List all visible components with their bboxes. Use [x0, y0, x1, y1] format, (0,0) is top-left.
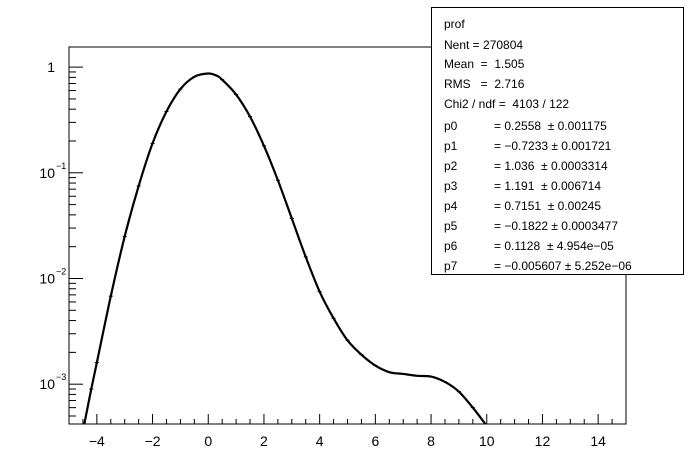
stats-title: prof — [444, 17, 465, 31]
param-value: = 0.2558 ± 0.001175 — [494, 119, 607, 133]
fit-curve — [83, 72, 487, 425]
x-tick-label: 4 — [316, 433, 324, 449]
stats-mean: Mean = 1.505 — [444, 57, 525, 71]
stats-rms: RMS = 2.716 — [444, 77, 525, 91]
y-tick-label: 10 — [39, 165, 55, 181]
x-axis: −4 −2 0 2 4 6 8 10 12 14 — [68, 414, 627, 449]
param-name: p6 — [444, 239, 458, 253]
x-tick-label: 2 — [260, 433, 268, 449]
stats-entries: Nent = 270804 — [444, 38, 524, 52]
y-tick-label: 10 — [39, 270, 55, 286]
param-value: = 0.7151 ± 0.00245 — [494, 199, 602, 213]
y-tick-exponent: −3 — [56, 372, 66, 382]
x-tick-label: 14 — [590, 433, 606, 449]
x-tick-label: 0 — [204, 433, 212, 449]
y-tick-exponent: −1 — [56, 161, 66, 171]
param-name: p5 — [444, 219, 458, 233]
y-tick-label: 1 — [47, 59, 55, 75]
x-tick-label: 6 — [371, 433, 379, 449]
param-name: p7 — [444, 259, 458, 273]
y-axis: 110−110−210−3 — [39, 59, 83, 417]
param-name: p4 — [444, 199, 458, 213]
param-name: p0 — [444, 119, 458, 133]
param-value: = 1.036 ± 0.0003314 — [494, 159, 608, 173]
x-tick-label: −2 — [145, 433, 161, 449]
x-tick-label: 12 — [535, 433, 551, 449]
y-tick-label: 10 — [39, 376, 55, 392]
y-tick-exponent: −2 — [56, 266, 66, 276]
param-name: p3 — [444, 179, 458, 193]
param-name: p2 — [444, 159, 458, 173]
series-layer — [82, 72, 488, 425]
x-tick-label: −4 — [89, 433, 105, 449]
x-tick-label: 10 — [479, 433, 495, 449]
param-value: = 0.1128 ± 4.954e−05 — [494, 239, 614, 253]
x-tick-label: 8 — [427, 433, 435, 449]
stats-box: prof Nent = 270804 Mean = 1.505 RMS = 2.… — [431, 7, 684, 275]
param-value: = −0.1822 ± 0.0003477 — [494, 219, 619, 233]
param-name: p1 — [444, 139, 458, 153]
param-value: = 1.191 ± 0.006714 — [494, 179, 602, 193]
param-value: = −0.7233 ± 0.001721 — [494, 139, 612, 153]
stats-chi2: Chi2 / ndf = 4103 / 122 — [444, 97, 570, 111]
param-value: = −0.005607 ± 5.252e−06 — [494, 259, 632, 273]
